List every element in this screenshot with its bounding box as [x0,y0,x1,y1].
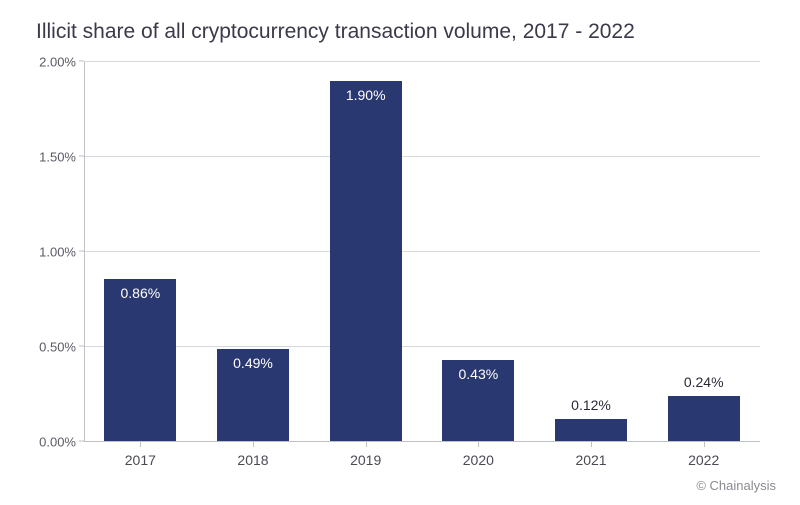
bar-value-label: 0.12% [571,397,611,413]
x-tick-label: 2019 [350,452,381,468]
x-tick-label: 2022 [688,452,719,468]
x-axis-line [84,441,760,442]
bar: 0.43% [442,360,514,442]
bar: 0.24% [668,396,740,442]
x-tick-label: 2017 [125,452,156,468]
bar-value-label: 0.49% [233,355,273,371]
bars-group: 0.86%20170.49%20181.90%20190.43%20200.12… [84,62,760,442]
chart-title: Illicit share of all cryptocurrency tran… [36,20,770,44]
x-tick-mark [478,442,479,447]
y-tick-label: 2.00% [39,55,76,70]
x-tick-mark [366,442,367,447]
bar: 0.86% [104,279,176,442]
bar: 0.12% [555,419,627,442]
bar-slot: 0.24%2022 [647,62,760,442]
chart-container: Illicit share of all cryptocurrency tran… [0,0,800,505]
x-tick-mark [253,442,254,447]
bar-value-label: 0.86% [120,285,160,301]
y-tick-label: 1.00% [39,245,76,260]
x-tick-mark [591,442,592,447]
y-tick-label: 0.50% [39,340,76,355]
y-tick-label: 1.50% [39,150,76,165]
bar: 0.49% [217,349,289,442]
bar-slot: 0.43%2020 [422,62,535,442]
x-tick-mark [704,442,705,447]
bar-slot: 1.90%2019 [309,62,422,442]
plot-region: 0.00%0.50%1.00%1.50%2.00% 0.86%20170.49%… [84,62,760,442]
x-tick-label: 2018 [237,452,268,468]
bar-slot: 0.86%2017 [84,62,197,442]
bar-slot: 0.12%2021 [535,62,648,442]
x-tick-label: 2020 [463,452,494,468]
bar: 1.90% [330,81,402,442]
x-tick-mark [140,442,141,447]
bar-value-label: 1.90% [346,87,386,103]
attribution-text: © Chainalysis [696,478,776,493]
bar-value-label: 0.24% [684,374,724,390]
bar-slot: 0.49%2018 [197,62,310,442]
bar-value-label: 0.43% [458,366,498,382]
y-tick-label: 0.00% [39,435,76,450]
y-axis: 0.00%0.50%1.00%1.50%2.00% [30,62,84,442]
x-tick-label: 2021 [575,452,606,468]
